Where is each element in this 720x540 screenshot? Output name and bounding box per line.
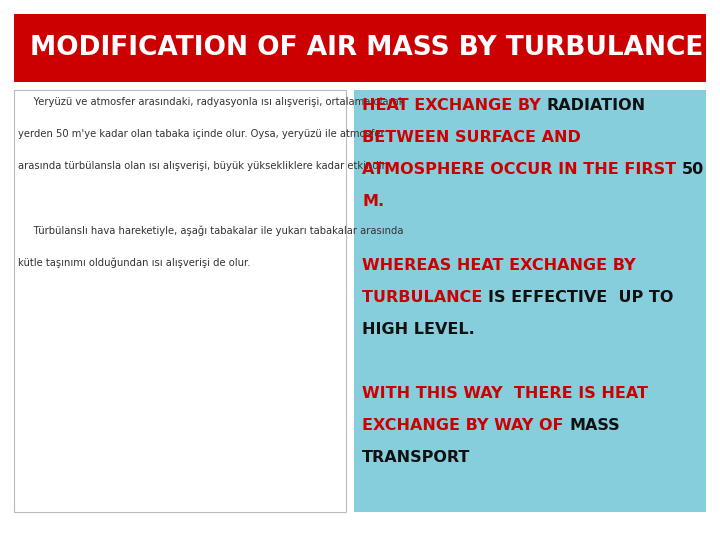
Text: MODIFICATION OF AIR MASS BY TURBULANCE: MODIFICATION OF AIR MASS BY TURBULANCE bbox=[30, 35, 703, 61]
Text: Yeryüzü ve atmosfer arasındaki, radyasyonla ısı alışverişi, ortalama olarak: Yeryüzü ve atmosfer arasındaki, radyasyo… bbox=[18, 97, 405, 107]
Text: yerden 50 m'ye kadar olan tabaka içinde olur. Oysa, yeryüzü ile atmosfer: yerden 50 m'ye kadar olan tabaka içinde … bbox=[18, 129, 384, 139]
Text: MASS: MASS bbox=[569, 418, 620, 433]
FancyBboxPatch shape bbox=[14, 90, 346, 512]
Text: ATMOSPHERE OCCUR IN THE FIRST: ATMOSPHERE OCCUR IN THE FIRST bbox=[362, 162, 682, 177]
Text: RADIATION: RADIATION bbox=[546, 98, 646, 113]
Text: HIGH LEVEL.: HIGH LEVEL. bbox=[362, 322, 474, 337]
Text: BETWEEN SURFACE AND: BETWEEN SURFACE AND bbox=[362, 130, 581, 145]
Text: EXCHANGE BY WAY OF: EXCHANGE BY WAY OF bbox=[362, 418, 569, 433]
Text: TRANSPORT: TRANSPORT bbox=[362, 450, 470, 465]
Text: arasında türbülansla olan ısı alışverişi, büyük yüksekliklere kadar etkindir.: arasında türbülansla olan ısı alışverişi… bbox=[18, 161, 388, 171]
Text: WHEREAS HEAT EXCHANGE BY: WHEREAS HEAT EXCHANGE BY bbox=[362, 258, 636, 273]
FancyBboxPatch shape bbox=[354, 90, 706, 512]
FancyBboxPatch shape bbox=[14, 14, 706, 82]
Text: 50: 50 bbox=[682, 162, 704, 177]
Text: IS EFFECTIVE  UP TO: IS EFFECTIVE UP TO bbox=[488, 290, 673, 305]
Text: kütle taşınımı olduğundan ısı alışverişi de olur.: kütle taşınımı olduğundan ısı alışverişi… bbox=[18, 257, 251, 267]
Text: M.: M. bbox=[362, 194, 384, 209]
Text: WITH THIS WAY  THERE IS HEAT: WITH THIS WAY THERE IS HEAT bbox=[362, 386, 648, 401]
Text: Türbülanslı hava hareketiyle, aşağı tabakalar ile yukarı tabakalar arasında: Türbülanslı hava hareketiyle, aşağı taba… bbox=[18, 225, 403, 235]
Text: HEAT EXCHANGE BY: HEAT EXCHANGE BY bbox=[362, 98, 546, 113]
Text: TURBULANCE: TURBULANCE bbox=[362, 290, 488, 305]
